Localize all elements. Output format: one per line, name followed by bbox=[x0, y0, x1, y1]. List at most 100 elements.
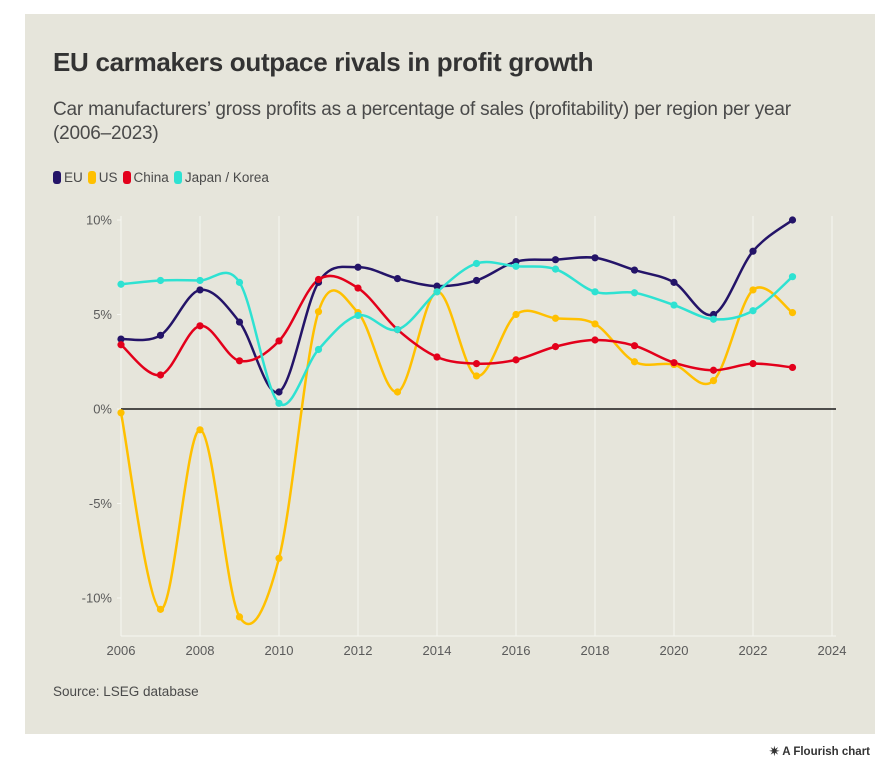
legend-swatch-japan-korea bbox=[173, 171, 182, 184]
data-point-eu bbox=[433, 282, 441, 290]
data-point-us bbox=[235, 613, 244, 621]
data-point-china bbox=[670, 359, 678, 367]
legend-swatch-eu bbox=[53, 171, 61, 184]
data-point-us bbox=[472, 372, 481, 380]
legend-label-japan-korea: Japan / Korea bbox=[184, 170, 269, 185]
source-note: Source: LSEG database bbox=[53, 684, 199, 699]
data-point-eu bbox=[235, 318, 244, 326]
data-point-us bbox=[117, 409, 125, 417]
chart-title: EU carmakers outpace rivals in profit gr… bbox=[53, 47, 594, 77]
data-point-us bbox=[630, 358, 639, 366]
data-point-china bbox=[433, 353, 441, 361]
data-point-japan-korea bbox=[788, 273, 797, 281]
data-point-us bbox=[788, 309, 797, 317]
data-point-us bbox=[314, 308, 323, 316]
data-point-eu bbox=[591, 254, 599, 262]
series-line-us bbox=[119, 286, 794, 625]
data-point-china bbox=[354, 284, 362, 292]
data-point-us bbox=[275, 554, 283, 562]
legend-label-us: US bbox=[98, 170, 118, 185]
series-points bbox=[117, 216, 797, 621]
y-tick-label: -10% bbox=[82, 591, 113, 606]
data-point-china bbox=[156, 371, 165, 379]
x-tick-label: 2018 bbox=[581, 643, 610, 658]
data-point-eu bbox=[393, 274, 402, 283]
chart-subtitle: Car manufacturers’ gross profits as a pe… bbox=[53, 99, 791, 144]
flourish-credit-link[interactable]: ✷ A Flourish chart bbox=[769, 743, 870, 760]
data-point-china bbox=[472, 360, 481, 368]
data-point-us bbox=[591, 320, 599, 328]
x-tick-label: 2024 bbox=[818, 643, 847, 658]
data-point-eu bbox=[551, 256, 560, 264]
legend-item-eu[interactable]: EU bbox=[53, 170, 83, 185]
data-point-eu bbox=[788, 216, 797, 224]
data-point-japan-korea bbox=[591, 288, 599, 296]
data-point-us bbox=[749, 286, 757, 294]
data-point-china bbox=[117, 341, 125, 349]
data-point-us bbox=[156, 605, 165, 613]
data-point-us bbox=[709, 377, 718, 385]
data-point-china bbox=[314, 275, 323, 284]
flourish-star-icon: ✷ bbox=[768, 743, 781, 759]
data-point-china bbox=[788, 363, 797, 372]
data-point-japan-korea bbox=[670, 301, 678, 309]
legend: EU US China Japan / Korea bbox=[53, 170, 274, 185]
x-tick-label: 2008 bbox=[186, 643, 215, 658]
data-point-us bbox=[551, 314, 560, 322]
data-point-japan-korea bbox=[354, 311, 362, 320]
data-point-eu bbox=[670, 278, 678, 286]
x-tick-label: 2014 bbox=[423, 643, 452, 658]
legend-item-japan-korea[interactable]: Japan / Korea bbox=[173, 170, 269, 185]
data-point-japan-korea bbox=[709, 315, 718, 323]
data-point-china bbox=[591, 336, 599, 344]
data-point-japan-korea bbox=[630, 289, 639, 297]
data-point-us bbox=[196, 426, 204, 434]
data-point-eu bbox=[156, 331, 165, 339]
data-point-china bbox=[749, 360, 757, 368]
x-axis: 2006 2008 2010 2012 2014 2016 2018 2020 2022 2024 bbox=[107, 643, 847, 658]
data-point-japan-korea bbox=[393, 326, 402, 334]
data-point-china bbox=[512, 356, 520, 364]
legend-swatch-us bbox=[87, 171, 96, 184]
legend-label-china: China bbox=[133, 170, 169, 185]
data-point-eu bbox=[196, 286, 204, 294]
data-point-eu bbox=[472, 276, 481, 285]
legend-item-china[interactable]: China bbox=[122, 170, 169, 185]
data-point-china bbox=[551, 343, 560, 351]
series-lines bbox=[119, 218, 794, 625]
data-point-china bbox=[235, 357, 244, 365]
x-tick-label: 2020 bbox=[660, 643, 689, 658]
y-tick-label: 5% bbox=[93, 307, 112, 322]
x-tick-label: 2022 bbox=[739, 643, 768, 658]
chart-panel bbox=[25, 14, 875, 734]
y-tick-label: 0% bbox=[93, 402, 112, 417]
data-point-us bbox=[393, 388, 402, 396]
x-tick-label: 2006 bbox=[107, 643, 136, 658]
legend-item-us[interactable]: US bbox=[87, 170, 118, 185]
legend-swatch-china bbox=[122, 171, 131, 184]
data-point-japan-korea bbox=[433, 288, 441, 296]
data-point-japan-korea bbox=[156, 276, 165, 285]
y-axis: 10% 5% 0% -5% -10% bbox=[82, 213, 121, 606]
data-point-japan-korea bbox=[275, 399, 283, 407]
series-line-china bbox=[119, 274, 794, 377]
data-point-japan-korea bbox=[235, 278, 244, 286]
data-point-eu bbox=[749, 247, 757, 255]
data-point-eu bbox=[117, 335, 125, 343]
line-chart: 10%5%0%-5%-10% 2006 2008 2010 2012 2014 2016 2… bbox=[82, 213, 847, 659]
y-tick-label: 10% bbox=[86, 213, 112, 228]
legend-label-eu: EU bbox=[64, 170, 83, 185]
data-point-china bbox=[630, 342, 639, 350]
data-point-japan-korea bbox=[512, 262, 520, 270]
data-point-china bbox=[709, 366, 718, 374]
data-point-eu bbox=[354, 263, 362, 271]
x-tick-label: 2012 bbox=[344, 643, 373, 658]
x-tick-label: 2016 bbox=[502, 643, 531, 658]
data-point-japan-korea bbox=[749, 307, 757, 315]
x-tick-label: 2010 bbox=[265, 643, 294, 658]
data-point-china bbox=[275, 337, 283, 345]
data-point-japan-korea bbox=[551, 265, 560, 273]
data-point-us bbox=[512, 310, 520, 319]
data-point-japan-korea bbox=[314, 345, 323, 354]
data-point-japan-korea bbox=[472, 259, 481, 268]
